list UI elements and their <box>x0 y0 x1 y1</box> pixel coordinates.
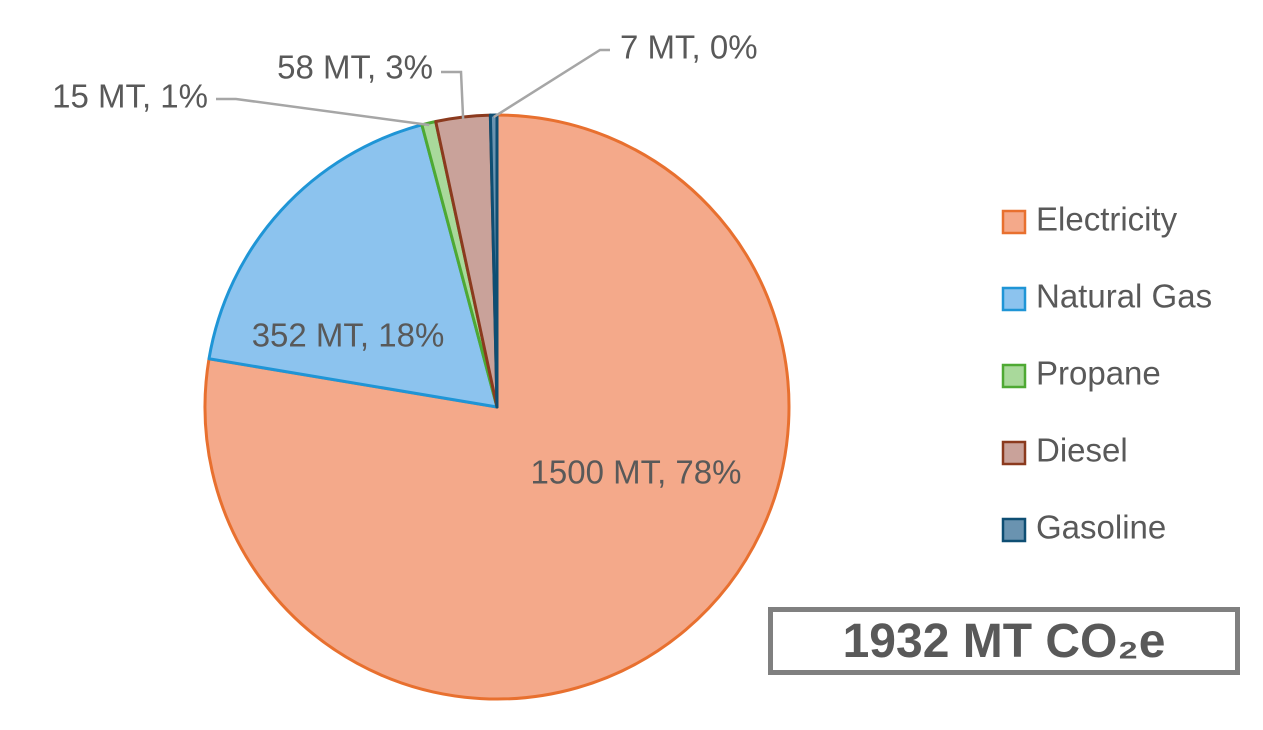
legend-label-diesel: Diesel <box>1036 432 1128 469</box>
legend-swatch-diesel <box>1001 440 1027 466</box>
legend-swatch-gasoline <box>1001 517 1027 543</box>
legend-swatch-natural-gas <box>1001 286 1027 312</box>
data-label-natural-gas: 352 MT, 18% <box>252 317 445 354</box>
pie-slices <box>203 113 791 701</box>
legend-label-natural-gas: Natural Gas <box>1036 278 1212 315</box>
data-label-electricity: 1500 MT, 78% <box>531 454 742 491</box>
data-label-diesel: 58 MT, 3% <box>277 49 433 86</box>
leader-lines <box>216 48 610 127</box>
legend-label-gasoline: Gasoline <box>1036 509 1166 546</box>
leader-line-propane <box>216 97 430 127</box>
data-labels: 1500 MT, 78% 352 MT, 18% 15 MT, 1% 58 MT, 3… <box>52 29 757 491</box>
total-emissions-box: 1932 MT CO₂e <box>768 607 1240 675</box>
total-emissions-label: 1932 MT CO₂e <box>842 614 1166 668</box>
pie-slice-natural-gas <box>207 123 499 409</box>
legend-label-propane: Propane <box>1036 355 1161 392</box>
legend-swatch-electricity <box>1001 209 1027 235</box>
legend-label-electricity: Electricity <box>1036 201 1178 238</box>
leader-line-diesel <box>441 70 465 120</box>
data-label-gasoline: 7 MT, 0% <box>620 29 758 66</box>
legend: Electricity Natural Gas Propane Diesel Gasol… <box>1001 201 1212 546</box>
legend-swatch-propane <box>1001 363 1027 389</box>
leader-line-gasoline <box>493 48 610 119</box>
data-label-propane: 15 MT, 1% <box>52 78 208 115</box>
